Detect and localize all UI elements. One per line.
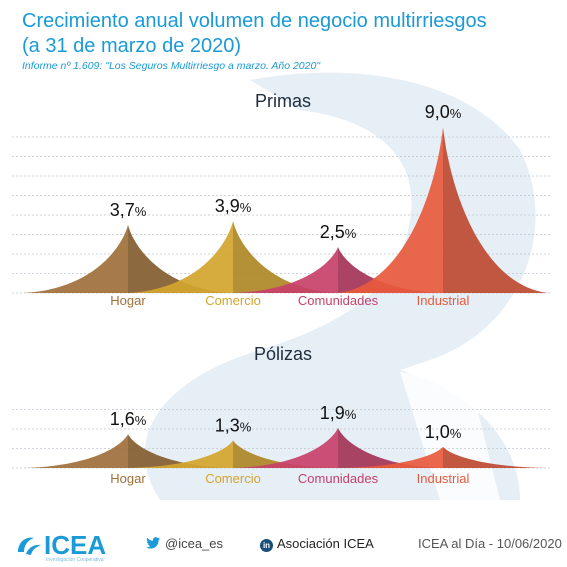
primas-category-label-comercio: Comercio xyxy=(205,293,261,308)
polizas-value-label-comercio: 1,3% xyxy=(215,416,252,436)
primas-category-label-industrial: Industrial xyxy=(417,293,470,308)
polizas-value-label-industrial: 1,0% xyxy=(425,422,462,442)
logo-tagline: Investigación Cooperativa xyxy=(46,557,104,563)
polizas-value-label-comunidades: 1,9% xyxy=(320,403,357,423)
footer: ICEA Investigación Cooperativa @icea_es … xyxy=(0,522,567,567)
primas-panel-title: Primas xyxy=(255,91,311,111)
polizas-category-label-hogar: Hogar xyxy=(110,471,146,486)
primas-value-label-percent-comercio: % xyxy=(240,200,252,215)
primas-value-label-comunidades: 2,5% xyxy=(320,222,357,242)
primas-value-label-hogar: 3,7% xyxy=(110,200,147,220)
polizas-value-label-percent-comunidades: % xyxy=(345,407,357,422)
logo-text: ICEA xyxy=(44,530,107,560)
linkedin-link[interactable]: in Asociación ICEA xyxy=(260,536,374,552)
twitter-handle-link[interactable]: @icea_es xyxy=(146,536,223,551)
publication-date: ICEA al Día - 10/06/2020 xyxy=(418,536,562,551)
polizas-panel-title: Pólizas xyxy=(254,344,312,364)
polizas-category-label-industrial: Industrial xyxy=(417,471,470,486)
polizas-peak-industrial-left xyxy=(338,446,443,468)
polizas-value-label-percent-comercio: % xyxy=(240,420,252,435)
icea-logo-icon xyxy=(18,537,41,555)
primas-category-label-comunidades: Comunidades xyxy=(298,293,379,308)
primas-peak-comunidades-left xyxy=(233,246,338,293)
primas-peak-industrial-left xyxy=(338,127,443,293)
primas-value-label-percent-hogar: % xyxy=(135,204,147,219)
primas-peak-comunidades-right xyxy=(338,246,443,293)
primas-value-label-percent-comunidades: % xyxy=(345,226,357,241)
linkedin-icon: in xyxy=(260,539,273,552)
chart-title-line-1: Crecimiento anual volumen de negocio mul… xyxy=(22,10,487,32)
polizas-peak-comunidades-left xyxy=(233,427,338,468)
polizas-peak-comercio-left xyxy=(128,440,233,468)
polizas-category-label-comunidades: Comunidades xyxy=(298,471,379,486)
primas-category-label-hogar: Hogar xyxy=(110,293,146,308)
polizas-category-label-comercio: Comercio xyxy=(205,471,261,486)
polizas-peak-comunidades-right xyxy=(338,427,443,468)
primas-value-label-comercio: 3,9% xyxy=(215,196,252,216)
polizas-peak-comercio-right xyxy=(233,440,338,468)
polizas-value-label-percent-industrial: % xyxy=(450,426,462,441)
polizas-peak-hogar-right xyxy=(128,434,233,468)
primas-peak-comercio-right xyxy=(233,221,338,293)
primas-value-label-percent-industrial: % xyxy=(450,106,462,121)
icea-logo[interactable]: ICEA Investigación Cooperativa xyxy=(14,528,124,564)
chart-title-line-2: (a 31 de marzo de 2020) xyxy=(22,35,242,57)
polizas-peak-industrial-right xyxy=(443,446,548,468)
primas-peak-hogar-left xyxy=(23,224,128,293)
twitter-handle: @icea_es xyxy=(165,536,224,551)
polizas-peak-hogar-left xyxy=(23,434,128,468)
primas-peak-hogar-right xyxy=(128,224,233,293)
polizas-value-label-hogar: 1,6% xyxy=(110,409,147,429)
linkedin-name: Asociación ICEA xyxy=(277,536,374,551)
primas-value-label-industrial: 9,0% xyxy=(425,102,462,122)
primas-peak-industrial-right xyxy=(443,127,548,293)
polizas-value-label-percent-hogar: % xyxy=(135,413,147,428)
twitter-bird-icon xyxy=(146,537,160,549)
primas-peak-comercio-left xyxy=(128,221,233,293)
chart-subtitle: Informe nº 1.609: "Los Seguros Multirrie… xyxy=(22,60,321,72)
